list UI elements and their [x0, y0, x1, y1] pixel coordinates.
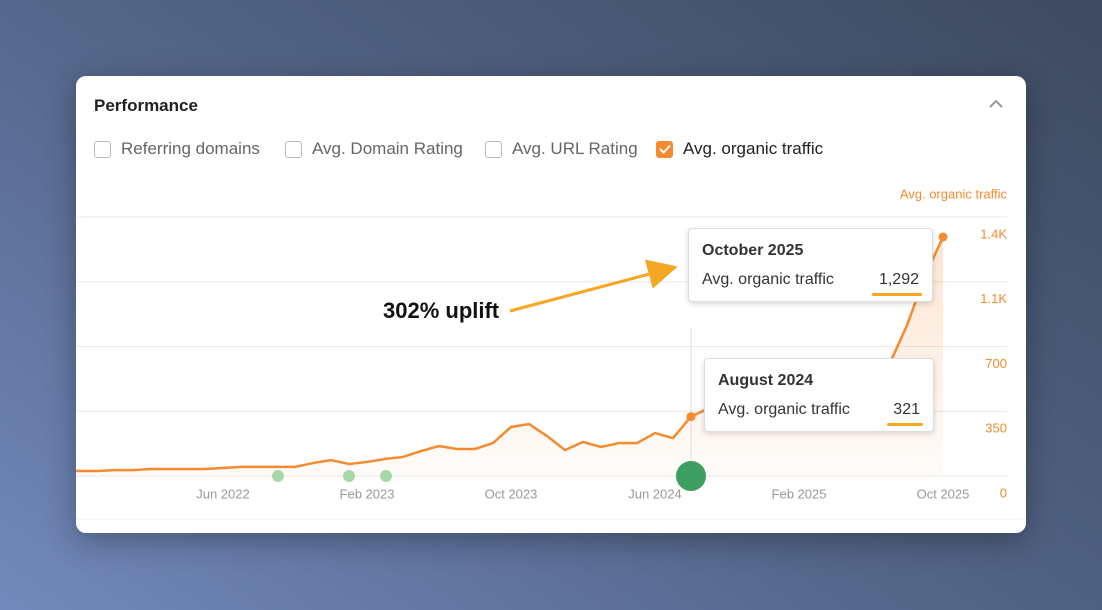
checkbox-label: Avg. URL Rating [512, 139, 638, 158]
tooltip-value: 321 [893, 401, 920, 418]
checkbox[interactable]: Referring domains [94, 138, 260, 160]
event-marker[interactable] [272, 470, 284, 482]
y-axis-title: Avg. organic traffic [900, 186, 1008, 201]
card-title: Performance [94, 96, 198, 115]
tooltip-title: October 2025 [702, 242, 804, 259]
checkbox[interactable]: Avg. organic traffic [656, 138, 823, 160]
point [686, 412, 696, 422]
x-tick-label: Oct 2025 [917, 486, 970, 501]
check [658, 144, 671, 154]
checkbox-box[interactable] [285, 140, 302, 158]
checkbox-label: Avg. Domain Rating [312, 139, 463, 158]
tooltip-value: 1,292 [878, 271, 919, 288]
checkbox-box[interactable] [485, 140, 502, 158]
checkbox-label: Referring domains [121, 139, 260, 158]
underline [887, 423, 923, 426]
annotation: 302% uplift [383, 298, 500, 323]
event-marker[interactable] [343, 470, 355, 482]
event-marker[interactable] [676, 461, 706, 491]
y-tick-label: 0 [1000, 485, 1007, 500]
x-tick-label: Feb 2025 [772, 486, 827, 501]
y-tick-label: 700 [985, 356, 1007, 371]
tooltip-label: Avg. organic traffic [702, 271, 834, 288]
tooltip-title: August 2024 [718, 372, 814, 389]
point [938, 232, 948, 242]
y-tick-label: 350 [985, 421, 1007, 436]
y-tick-label: 1.4K [980, 226, 1007, 241]
x-tick-label: Oct 2023 [485, 486, 538, 501]
x-tick-label: Jun 2022 [196, 486, 250, 501]
x-tick-label: Jun 2024 [628, 486, 682, 501]
event-marker[interactable] [380, 470, 392, 482]
x-tick-label: Feb 2023 [340, 486, 395, 501]
tooltip-label: Avg. organic traffic [718, 401, 850, 418]
tooltip: October 2025 Avg. organic traffic 1,292 [688, 228, 933, 302]
checkbox-label: Avg. organic traffic [683, 139, 824, 158]
annotation-arrow [509, 259, 678, 313]
tooltip: August 2024 Avg. organic traffic 321 [704, 358, 934, 432]
checkbox[interactable]: Avg. Domain Rating [285, 138, 463, 160]
checkbox-box[interactable] [656, 140, 673, 158]
checkbox-box[interactable] [94, 140, 111, 158]
underline [872, 293, 922, 296]
y-tick-label: 1.1K [980, 291, 1007, 306]
collapse-icon[interactable] [988, 98, 1004, 110]
checkbox[interactable]: Avg. URL Rating [485, 138, 638, 160]
